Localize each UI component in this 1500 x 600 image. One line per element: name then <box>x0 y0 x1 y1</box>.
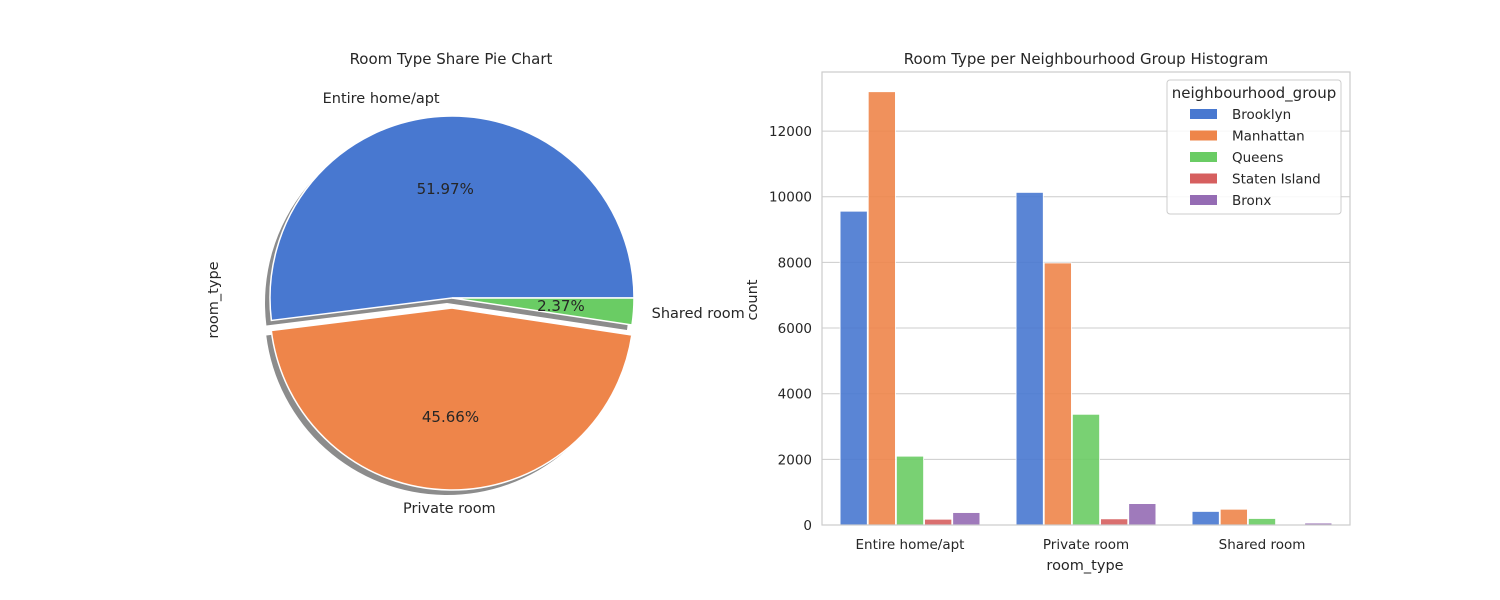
bar-bars <box>839 91 1333 526</box>
legend-label: Brooklyn <box>1232 107 1291 123</box>
bar-brooklyn <box>1191 511 1220 526</box>
y-tick-label: 0 <box>803 518 812 534</box>
pie-slice-shared-room <box>451 297 635 326</box>
pie-slice-entire-home-apt <box>269 115 635 322</box>
legend-label: Staten Island <box>1232 172 1321 188</box>
pie-pct-label: 45.66% <box>422 408 479 426</box>
bar-brooklyn <box>1015 192 1044 526</box>
pie-pct-label: 2.37% <box>537 297 585 315</box>
bar-queens <box>1072 413 1100 526</box>
x-tick-labels: Entire home/apt Private room Shared room <box>856 537 1306 553</box>
bar-manhattan <box>1043 262 1072 526</box>
legend-label: Manhattan <box>1232 129 1305 145</box>
pie-category-label: Shared room <box>652 306 745 322</box>
pie-chart: Room Type Share Pie Chart room_type 51.9… <box>206 50 745 517</box>
bar-queens <box>896 455 924 526</box>
bar-manhattan <box>867 91 896 526</box>
pie-title: Room Type Share Pie Chart <box>350 50 553 68</box>
y-tick-labels: 0 2000 4000 6000 8000 10000 12000 <box>769 124 812 534</box>
bar-manhattan <box>1219 508 1248 526</box>
pie-slices: 51.97% Entire home/apt 45.66% Private room 2… <box>264 91 745 517</box>
x-tick-label: Private room <box>1043 537 1129 553</box>
y-tick-label: 4000 <box>778 387 812 403</box>
x-tick-label: Shared room <box>1219 537 1306 553</box>
legend-label: Bronx <box>1232 193 1271 209</box>
bar-staten-island <box>924 518 953 526</box>
legend-swatch <box>1190 130 1217 141</box>
legend-label: Queens <box>1232 150 1283 166</box>
legend-swatch <box>1190 152 1217 162</box>
legend-swatch <box>1190 173 1217 184</box>
bar-bronx <box>952 512 981 526</box>
y-tick-label: 8000 <box>778 255 812 271</box>
legend-title: neighbourhood_group <box>1172 84 1337 103</box>
legend-swatch <box>1190 195 1217 205</box>
pie-ylabel: room_type <box>206 261 222 338</box>
bar-chart: Room Type per Neighbourhood Group Histog… <box>745 50 1351 574</box>
y-tick-label: 10000 <box>769 190 812 206</box>
bar-staten-island <box>1100 518 1129 526</box>
x-tick-label: Entire home/apt <box>856 537 965 553</box>
pie-pct-label: 51.97% <box>417 180 474 198</box>
y-tick-label: 2000 <box>778 452 812 468</box>
legend: neighbourhood_group Brooklyn Manhattan Que… <box>1166 79 1342 215</box>
pie-slice-private-room <box>270 307 633 491</box>
bar-queens <box>1248 518 1276 526</box>
plot-frame <box>821 71 1351 526</box>
bar-xlabel: room_type <box>1046 558 1123 574</box>
pie-category-label: Entire home/apt <box>323 91 440 107</box>
legend-entries: Brooklyn Manhattan Queens Staten Island Bron… <box>1190 107 1321 209</box>
y-tick-label: 12000 <box>769 124 812 140</box>
bar-title: Room Type per Neighbourhood Group Histog… <box>904 50 1269 68</box>
y-tick-label: 6000 <box>778 321 812 337</box>
bar-bronx <box>1128 503 1157 526</box>
legend-swatch <box>1190 109 1217 119</box>
pie-category-label: Private room <box>403 501 496 517</box>
bar-ylabel: count <box>745 279 761 320</box>
bar-brooklyn <box>839 210 868 526</box>
